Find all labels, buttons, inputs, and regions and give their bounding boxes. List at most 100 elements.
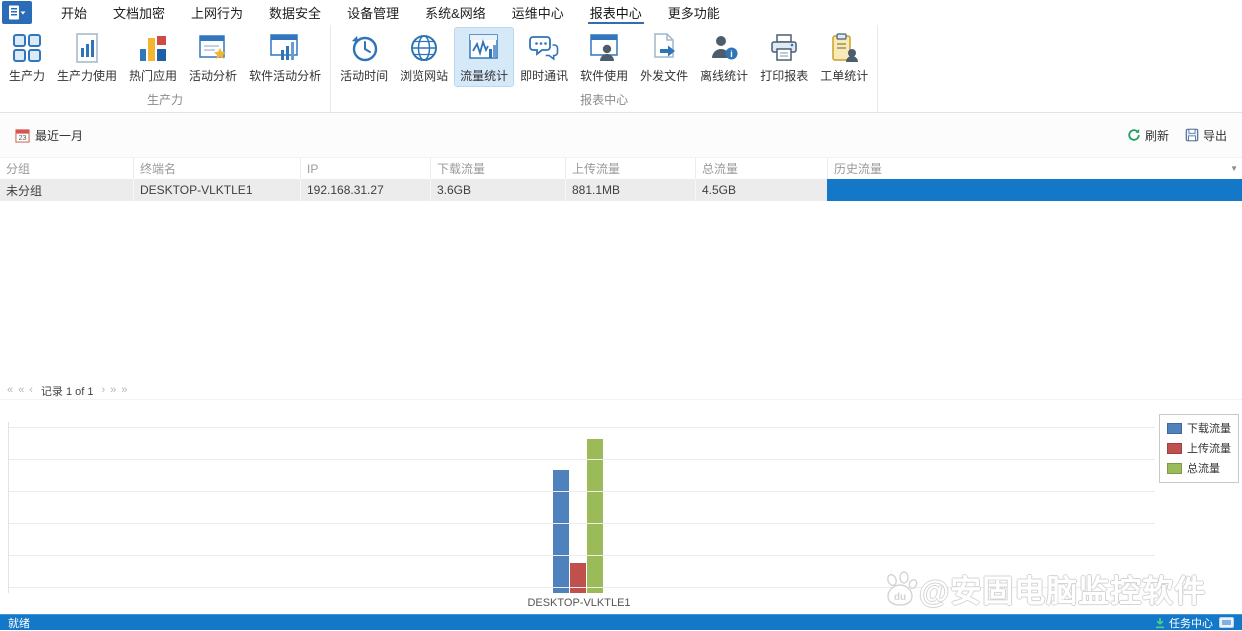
chat-bubbles-icon [529, 36, 559, 61]
last-page-button[interactable]: » [121, 384, 128, 396]
next-page-button[interactable]: › [101, 384, 106, 396]
document-arrow-icon [654, 33, 676, 58]
status-ready-label: 就绪 [8, 617, 30, 630]
chart-gridline [9, 459, 1155, 460]
printer-icon [771, 34, 797, 61]
calendar-icon: 23 [15, 128, 30, 143]
ribbon-button-label: 流量统计 [460, 69, 509, 83]
tab-device-management[interactable]: 设备管理 [347, 6, 400, 21]
tab-start[interactable]: 开始 [61, 6, 88, 21]
date-filter-label: 最近一月 [35, 128, 84, 143]
ribbon-button-label: 软件使用 [580, 69, 629, 83]
ribbon-button-productivity-usage[interactable]: 生产力使用 [52, 28, 122, 86]
tab-document-encryption[interactable]: 文档加密 [113, 6, 166, 21]
ribbon-group-productivity: 生产力 生产力使用 [0, 25, 332, 112]
calendar-day: 23 [19, 135, 27, 142]
column-header-total[interactable]: 总流量 [695, 158, 827, 179]
traffic-chart-icon [469, 34, 498, 59]
export-icon [1185, 128, 1199, 142]
colorful-bars-icon [140, 36, 167, 61]
ribbon-button-instant-messaging[interactable]: 即时通讯 [515, 28, 573, 86]
prev-group-button[interactable]: « [18, 384, 25, 396]
ribbon-button-label: 活动时间 [340, 69, 389, 83]
ribbon-button-offline-statistics[interactable]: i 离线统计 [695, 28, 753, 86]
ribbon-button-outgoing-files[interactable]: 外发文件 [635, 28, 693, 86]
ribbon-button-traffic-statistics[interactable]: 流量统计 [454, 27, 515, 87]
ribbon-button-label: 工单统计 [820, 69, 869, 83]
monitor-icon[interactable] [1219, 616, 1234, 629]
column-header-upload[interactable]: 上传流量 [565, 158, 695, 179]
column-header-group[interactable]: 分组 [6, 162, 31, 176]
refresh-button[interactable]: 刷新 [1127, 127, 1169, 144]
ribbon-button-software-usage[interactable]: 软件使用 [575, 28, 633, 86]
tab-report-center[interactable]: 报表中心 [577, 0, 655, 25]
tab-system-network[interactable]: 系统&网络 [425, 6, 486, 21]
cell-history [827, 179, 1242, 201]
ribbon-button-label: 生产力 [9, 69, 46, 83]
app-icon [9, 5, 26, 20]
ribbon-button-label: 打印报表 [760, 69, 809, 83]
legend-swatch [1167, 462, 1182, 474]
date-range-filter[interactable]: 23 最近一月 [15, 127, 83, 144]
chart-bars [553, 439, 603, 593]
prev-page-button[interactable]: ‹ [29, 384, 33, 396]
app-menu-button[interactable] [2, 1, 32, 24]
user-info-icon: i [712, 36, 738, 60]
table-row[interactable]: 未分组 DESKTOP-VLKTLE1 192.168.31.27 3.6GB … [0, 179, 1242, 201]
chart-category-label: DESKTOP-VLKTLE1 [527, 597, 631, 609]
column-header-terminal[interactable]: 终端名 [133, 158, 300, 179]
document-star-icon [199, 35, 227, 59]
legend-item: 下载流量 [1167, 420, 1231, 436]
refresh-icon [1128, 129, 1140, 141]
chart-bar [570, 563, 586, 593]
ribbon: 生产力 生产力使用 [0, 25, 1242, 113]
ribbon-button-label: 外发文件 [640, 69, 689, 83]
ribbon-group-label: 生产力 [147, 93, 184, 107]
chart-gridline [9, 491, 1155, 492]
statusbar: 就绪 任务中心 [0, 614, 1242, 630]
ribbon-button-activity-analysis[interactable]: 活动分析 [184, 28, 242, 86]
ribbon-button-print-report[interactable]: 打印报表 [755, 28, 813, 86]
cell-terminal: DESKTOP-VLKTLE1 [133, 179, 300, 201]
tab-data-security[interactable]: 数据安全 [269, 6, 322, 21]
window-chart-icon [270, 34, 298, 60]
legend-label: 上传流量 [1187, 443, 1231, 455]
chart-legend-items: 下载流量上传流量总流量 [1167, 420, 1231, 476]
ribbon-button-software-activity-analysis[interactable]: 软件活动分析 [244, 28, 326, 86]
tab-ops-center[interactable]: 运维中心 [511, 6, 564, 21]
ribbon-button-productivity[interactable]: 生产力 [4, 28, 50, 86]
task-center-button[interactable]: 任务中心 [1154, 615, 1213, 631]
menubar: 开始 文档加密 上网行为 数据安全 设备管理 系统&网络 运维中心 报表中心 更… [0, 0, 1242, 25]
ribbon-button-activity-time[interactable]: 活动时间 [335, 28, 393, 86]
ribbon-button-label: 离线统计 [700, 69, 749, 83]
ribbon-button-ticket-statistics[interactable]: 工单统计 [815, 28, 873, 86]
ribbon-button-label: 即时通讯 [520, 69, 569, 83]
cell-download: 3.6GB [430, 179, 565, 201]
chart-bar [553, 470, 569, 593]
ribbon-button-label: 生产力使用 [57, 69, 118, 83]
ribbon-filler [878, 25, 1242, 112]
clock-icon [352, 36, 378, 62]
record-count-label: 记录 1 of 1 [40, 385, 94, 398]
first-page-button[interactable]: « [7, 384, 14, 396]
window-user-icon [590, 34, 618, 61]
export-button[interactable]: 导出 [1185, 127, 1227, 144]
next-group-button[interactable]: » [110, 384, 117, 396]
column-header-ip[interactable]: IP [300, 158, 430, 179]
ribbon-button-hot-apps[interactable]: 热门应用 [124, 28, 182, 86]
traffic-bar-chart: DESKTOP-VLKTLE1 下载流量上传流量总流量 [0, 400, 1242, 614]
cell-ip: 192.168.31.27 [300, 179, 430, 201]
chart-gridline [9, 523, 1155, 524]
tab-more-features[interactable]: 更多功能 [667, 6, 720, 21]
column-options-icon[interactable]: ▼ [1230, 164, 1238, 173]
globe-icon [411, 35, 438, 61]
legend-item: 总流量 [1167, 460, 1231, 476]
column-header-download[interactable]: 下载流量 [430, 158, 565, 179]
legend-label: 下载流量 [1187, 423, 1231, 435]
tab-internet-behavior[interactable]: 上网行为 [191, 6, 244, 21]
ribbon-button-browse-websites[interactable]: 浏览网站 [395, 28, 453, 86]
column-header-history[interactable]: 历史流量 [827, 158, 1242, 179]
export-label: 导出 [1202, 128, 1227, 143]
chart-gridline [9, 587, 1155, 588]
menu-tabs: 开始 文档加密 上网行为 数据安全 设备管理 系统&网络 运维中心 报表中心 更… [48, 0, 733, 25]
